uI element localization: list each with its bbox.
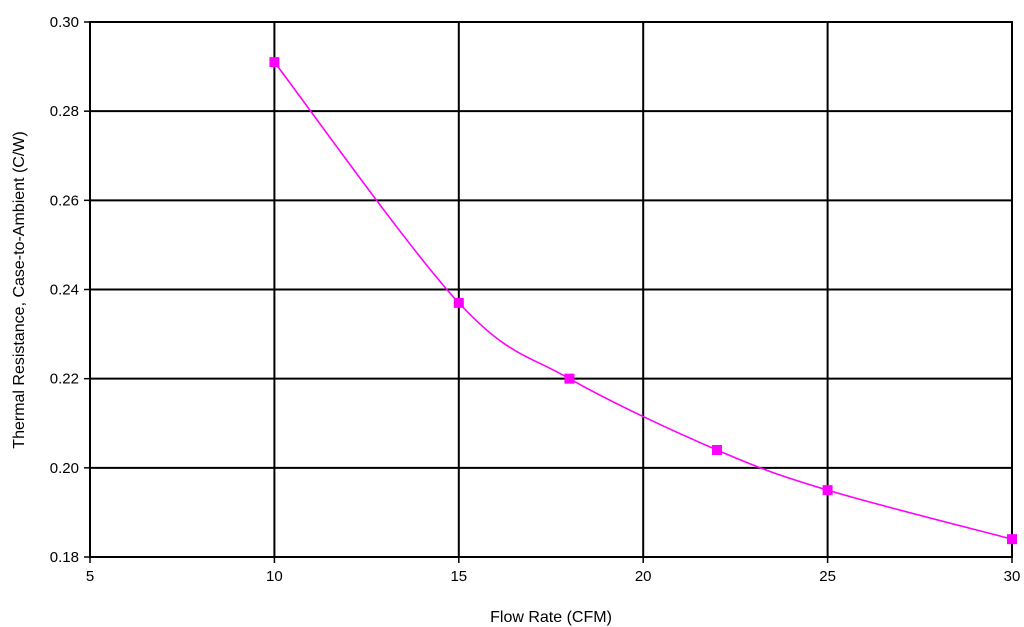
x-tick-label: 10 xyxy=(266,568,283,585)
x-tick-label: 5 xyxy=(86,568,94,585)
data-point-marker xyxy=(269,57,280,68)
y-axis-title: Thermal Resistance, Case-to-Ambient (C/W… xyxy=(11,131,28,448)
data-point-marker xyxy=(453,297,464,308)
y-tick-label: 0.20 xyxy=(50,460,79,477)
x-axis-title: Flow Rate (CFM) xyxy=(490,609,612,626)
x-axis-ticks: 5 10 15 20 25 30 xyxy=(86,557,1021,585)
data-point-marker xyxy=(822,485,833,496)
y-axis-ticks: 0.18 0.20 0.22 0.24 0.26 0.28 0.30 xyxy=(50,14,90,566)
y-tick-label: 0.28 xyxy=(50,103,79,120)
data-point-marker xyxy=(1007,534,1017,545)
data-point-marker xyxy=(711,445,722,455)
gridlines xyxy=(90,22,1012,557)
series-markers xyxy=(269,57,1017,545)
y-tick-label: 0.30 xyxy=(50,14,79,31)
x-tick-label: 20 xyxy=(635,568,652,585)
series-line xyxy=(273,61,1013,540)
y-tick-label: 0.24 xyxy=(50,282,79,299)
y-tick-label: 0.18 xyxy=(50,549,79,566)
x-tick-label: 30 xyxy=(1004,568,1021,585)
y-tick-label: 0.22 xyxy=(50,371,79,388)
y-tick-label: 0.26 xyxy=(50,192,79,209)
x-tick-label: 25 xyxy=(819,568,836,585)
x-tick-label: 15 xyxy=(450,568,467,585)
data-point-marker xyxy=(564,373,575,384)
